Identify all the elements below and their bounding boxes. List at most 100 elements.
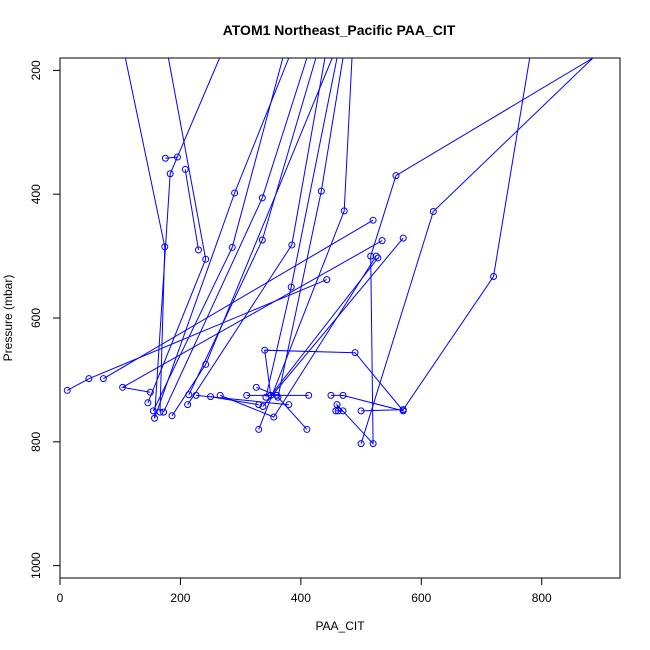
profile-point [252,383,260,391]
profile-point [357,440,365,448]
profile-line [220,255,377,418]
profile-line [262,237,404,407]
profile-line [210,396,259,406]
plot-area [63,58,594,448]
profile-line [165,156,178,159]
profile-point [288,241,296,249]
profile-point [194,246,202,254]
profile-line [171,58,333,417]
profile-line [163,58,308,413]
profile-point [151,414,159,422]
profile-line [265,58,338,398]
profile-point [258,236,266,244]
profile-point [351,349,359,357]
x-tick-label: 200 [170,591,190,605]
profile-point [207,393,215,401]
profile-point [255,425,263,433]
y-tick-label: 1000 [29,552,43,579]
profile-point [357,407,365,415]
profile-point [369,440,377,448]
profile-point [258,194,266,202]
profile-point [332,407,340,415]
profile-line [360,58,594,444]
profile-line [103,219,374,380]
profile-point [149,407,157,415]
profile-point [261,346,269,354]
profile-point [85,375,93,383]
profiles [63,58,594,448]
profile-point [399,407,407,415]
profile-point [287,283,295,291]
profile-point [399,234,407,242]
profile-point [367,252,375,260]
profile-point [323,276,331,284]
profile-point [202,255,210,263]
profile-point [327,391,335,399]
profile-line [66,279,327,391]
y-tick-label: 600 [29,308,43,328]
profile-point [144,399,152,407]
x-tick-label: 0 [57,591,64,605]
profile-point [305,391,313,399]
profile-line [187,58,326,405]
profile-point [161,154,169,162]
profile-point [228,243,236,251]
profile-line [147,58,207,403]
profile-line [154,58,290,419]
profile-point [181,165,189,173]
profile-point [184,401,192,409]
profile-point [429,208,437,216]
profile-point [160,408,168,416]
profile-line [336,58,594,445]
profile-point [339,391,347,399]
profile-point [317,187,325,195]
profile-line [361,58,531,412]
profile-point [119,383,127,391]
profile-line [152,58,284,412]
profile-point [255,401,263,409]
profile-line [258,58,353,430]
profile-point [99,375,107,383]
y-tick-label: 200 [29,60,43,80]
profile-point [146,388,154,396]
profile-line [256,386,277,396]
profile-point [340,207,348,215]
profile-point [63,386,71,394]
profile-point [168,412,176,420]
profile-point [303,425,311,433]
y-tick-label: 800 [29,431,43,451]
profile-line [188,58,317,396]
profile-point [378,237,386,245]
profile-point [274,393,282,401]
y-axis: 200 400 600 800 1000 [29,60,61,579]
profile-point [259,403,267,411]
profile-line [124,58,166,413]
profile-point [166,170,174,178]
profile-point [392,172,400,180]
profile-point [369,216,377,224]
chart-title: ATOM1 Northeast_Pacific PAA_CIT [223,22,456,38]
profile-point [339,407,347,415]
plot-frame [59,57,621,579]
profile-point [161,243,169,251]
profile-point [262,393,270,401]
profile-point [273,391,281,399]
y-axis-label: Pressure (mbar) [1,275,15,362]
x-tick-label: 800 [532,591,552,605]
profile-line [277,58,344,430]
profile-point [372,252,380,260]
profile-point [243,391,251,399]
profile-point [231,189,239,197]
profile-line [184,169,199,250]
profile-point [285,401,293,409]
profile-point [192,391,200,399]
y-tick-label: 400 [29,184,43,204]
x-axis: 0 200 400 600 800 [57,577,552,605]
profile-point [490,273,498,281]
profile-point [202,360,210,368]
profile-line [121,240,383,393]
x-axis-label: PAA_CIT [315,619,365,633]
profile-line [264,257,405,412]
x-tick-label: 400 [291,591,311,605]
